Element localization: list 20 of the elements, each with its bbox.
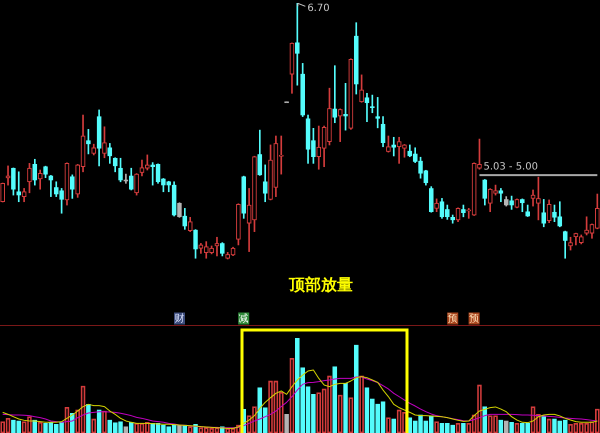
bar <box>96 410 102 433</box>
bar <box>86 404 91 433</box>
bar <box>284 414 289 433</box>
bar <box>354 344 359 433</box>
bar <box>343 382 348 433</box>
bar <box>177 424 182 433</box>
annotation: 5.03 - 5.00 <box>483 162 538 173</box>
bar <box>541 416 546 433</box>
bar <box>391 418 396 433</box>
candlestick <box>6 166 10 186</box>
candlestick <box>364 92 370 122</box>
bar <box>461 423 466 433</box>
bar <box>498 420 504 433</box>
bar <box>509 422 514 433</box>
candlestick <box>530 190 536 206</box>
bar <box>128 422 134 433</box>
candlestick <box>214 236 220 256</box>
bar <box>504 420 509 433</box>
annotation: 6.70 <box>307 2 330 14</box>
bar <box>332 366 338 433</box>
